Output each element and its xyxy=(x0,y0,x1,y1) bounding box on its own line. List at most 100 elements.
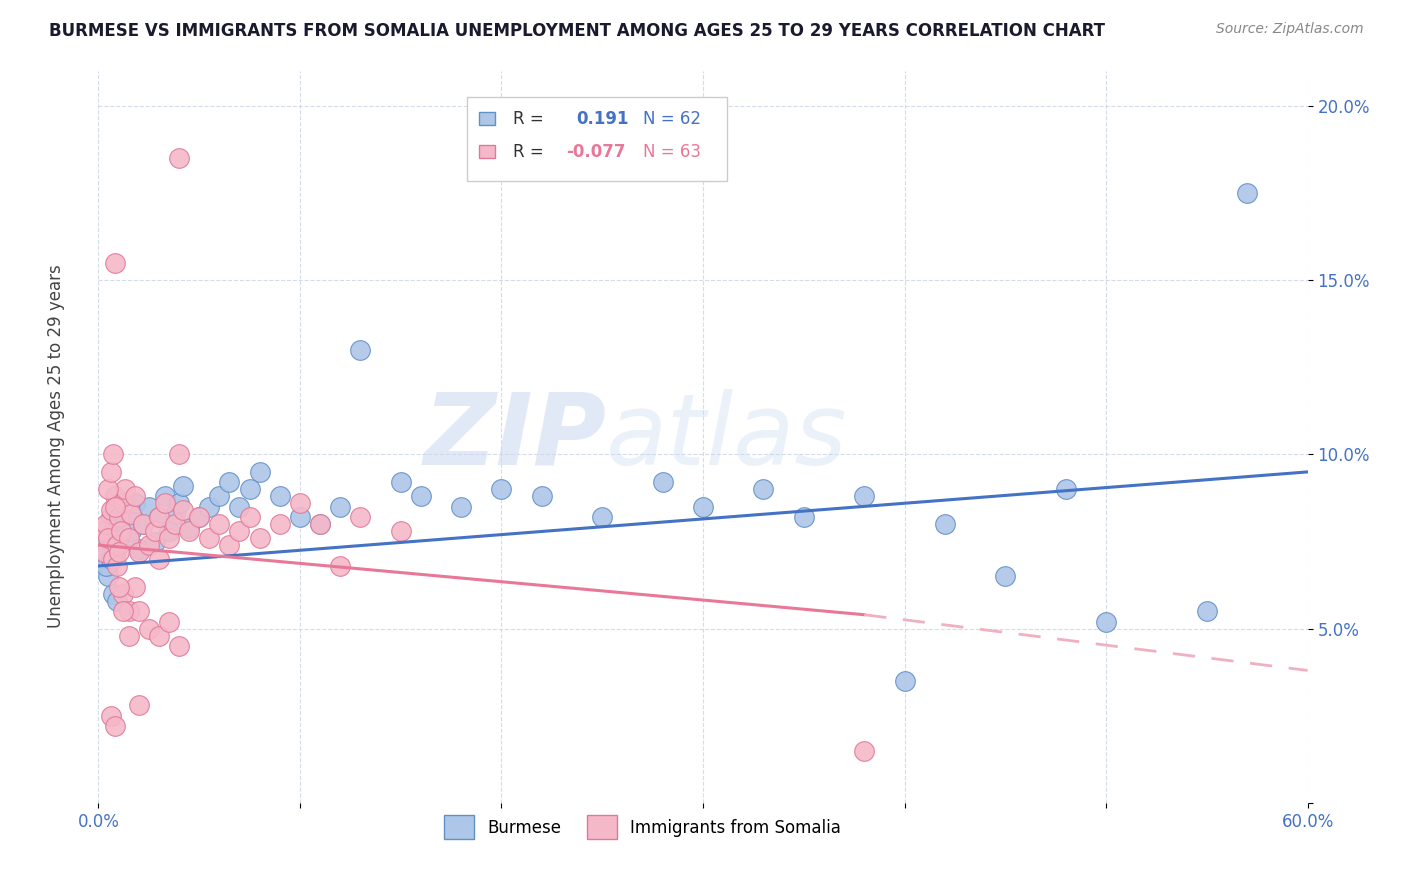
Point xyxy=(100,510,122,524)
Point xyxy=(249,531,271,545)
Point xyxy=(934,517,956,532)
Point xyxy=(329,558,352,573)
Point xyxy=(148,629,170,643)
Point xyxy=(128,545,150,559)
Text: ZIP: ZIP xyxy=(423,389,606,485)
Text: atlas: atlas xyxy=(606,389,848,485)
Point xyxy=(228,500,250,514)
Point xyxy=(111,496,134,510)
Point xyxy=(179,521,201,535)
Point xyxy=(153,489,176,503)
Point xyxy=(591,510,613,524)
Point xyxy=(530,489,553,503)
Point xyxy=(389,475,412,490)
Point xyxy=(114,517,136,532)
Point xyxy=(409,489,432,503)
Point xyxy=(163,517,186,532)
Text: N = 63: N = 63 xyxy=(643,143,700,161)
Point xyxy=(96,517,118,532)
Point xyxy=(105,521,128,535)
Point xyxy=(105,538,128,552)
Point xyxy=(148,552,170,566)
Point xyxy=(120,524,142,538)
Point xyxy=(167,152,190,166)
Point xyxy=(132,517,155,532)
Point xyxy=(128,541,150,556)
Point xyxy=(329,500,352,514)
Point xyxy=(309,517,332,532)
Text: 0.191: 0.191 xyxy=(576,110,628,128)
Point xyxy=(793,510,815,524)
Point xyxy=(91,524,114,538)
Point xyxy=(111,587,134,601)
Legend: Burmese, Immigrants from Somalia: Burmese, Immigrants from Somalia xyxy=(437,809,848,846)
Point xyxy=(118,629,141,643)
Point xyxy=(93,545,115,559)
Point xyxy=(111,500,134,514)
Point xyxy=(389,524,412,538)
Point xyxy=(148,510,170,524)
Point xyxy=(118,507,141,521)
Point xyxy=(96,558,118,573)
Point xyxy=(111,604,134,618)
Point xyxy=(157,615,180,629)
Point xyxy=(101,552,124,566)
Text: R =: R = xyxy=(513,110,550,128)
Point xyxy=(128,604,150,618)
Point xyxy=(93,545,115,559)
Point xyxy=(103,489,125,503)
Point xyxy=(107,545,129,559)
Point xyxy=(172,503,194,517)
Point xyxy=(491,483,513,497)
Point xyxy=(96,524,118,538)
Point xyxy=(100,552,122,566)
Point xyxy=(188,510,211,524)
Text: BURMESE VS IMMIGRANTS FROM SOMALIA UNEMPLOYMENT AMONG AGES 25 TO 29 YEARS CORREL: BURMESE VS IMMIGRANTS FROM SOMALIA UNEMP… xyxy=(49,22,1105,40)
Point xyxy=(349,510,371,524)
Point xyxy=(118,604,141,618)
Point xyxy=(103,719,125,733)
Point xyxy=(228,524,250,538)
Point xyxy=(105,558,128,573)
Point xyxy=(163,507,186,521)
Point xyxy=(101,531,124,545)
Text: -0.077: -0.077 xyxy=(567,143,626,161)
Point xyxy=(138,622,160,636)
Point xyxy=(1054,483,1077,497)
Point xyxy=(101,448,124,462)
Point xyxy=(107,538,129,552)
Point xyxy=(188,510,211,524)
Point xyxy=(153,496,176,510)
Point xyxy=(103,549,125,563)
Point xyxy=(103,500,125,514)
Point xyxy=(128,698,150,713)
Point xyxy=(450,500,472,514)
Point xyxy=(110,524,132,538)
Point xyxy=(218,538,240,552)
Point xyxy=(288,510,311,524)
Point xyxy=(101,587,124,601)
Point xyxy=(1195,604,1218,618)
Point xyxy=(143,534,166,549)
Point xyxy=(107,510,129,524)
Point xyxy=(138,538,160,552)
Point xyxy=(97,531,120,545)
Point xyxy=(97,483,120,497)
Point xyxy=(208,517,231,532)
Point xyxy=(148,510,170,524)
Point xyxy=(110,527,132,541)
Text: Unemployment Among Ages 25 to 29 years: Unemployment Among Ages 25 to 29 years xyxy=(48,264,65,628)
Point xyxy=(93,545,115,559)
Point xyxy=(118,531,141,545)
FancyBboxPatch shape xyxy=(479,145,495,159)
Text: N = 62: N = 62 xyxy=(643,110,700,128)
Point xyxy=(132,517,155,532)
Point xyxy=(100,465,122,479)
FancyBboxPatch shape xyxy=(479,112,495,126)
Point xyxy=(157,531,180,545)
FancyBboxPatch shape xyxy=(467,97,727,181)
Point xyxy=(138,500,160,514)
Point xyxy=(124,580,146,594)
Point xyxy=(179,524,201,538)
Point xyxy=(239,510,262,524)
